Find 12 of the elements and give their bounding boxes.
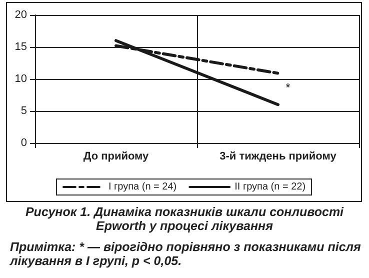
legend-label: I група (n = 24)	[108, 182, 177, 192]
annotation: *	[286, 80, 291, 95]
y-tick-label: 5	[20, 105, 27, 117]
legend-label: II група (n = 22)	[234, 182, 306, 192]
y-tick-label: 0	[20, 137, 27, 149]
x-tick-label: 3-й тиждень прийому	[220, 150, 338, 162]
y-tick-label: 15	[14, 41, 27, 53]
text: Рисунок 1. Динаміка показників шкали сонливості Epworth у процесі лікування	[24, 205, 345, 233]
text: Примітка: * — вірогідно порівняно з показниками після лікування в I групі, p < 0,05.	[10, 240, 362, 268]
x-tick-label: До прийому	[83, 150, 150, 162]
y-tick-label: 20	[14, 9, 27, 21]
y-tick-label: 10	[14, 73, 27, 85]
